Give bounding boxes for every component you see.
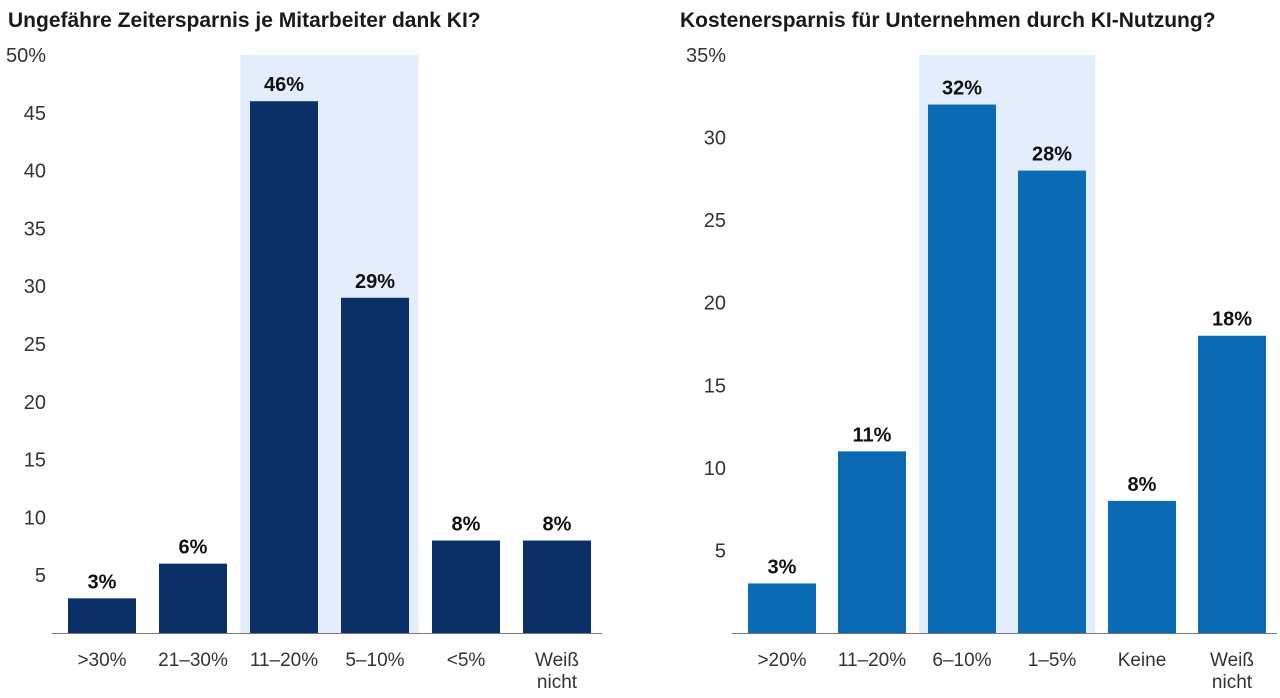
chart-1-bar: [250, 101, 318, 634]
chart-1-category-label: 5–10%: [345, 650, 404, 671]
chart-2-bar: [1108, 500, 1176, 633]
chart-2-bar: [928, 104, 996, 634]
chart-2-data-label: 3%: [768, 556, 797, 578]
chart-1-y-tick-label: 30: [24, 276, 46, 298]
chart-2-title: Kostenersparnis für Unternehmen durch KI…: [680, 9, 1216, 32]
chart-1-y-tick-label: 40: [24, 161, 46, 183]
chart-2-bar: [1018, 170, 1086, 633]
chart-1-y-tick-label: 50%: [6, 45, 46, 67]
chart-1-bar: [68, 598, 136, 633]
chart-2-data-label: 18%: [1212, 309, 1252, 331]
chart-1-y-tick-label: 35: [24, 218, 46, 240]
chart-1-data-label: 29%: [355, 271, 395, 293]
chart-2-data-label: 11%: [853, 424, 892, 446]
chart-1-bar: [159, 563, 227, 633]
chart-2-y-tick-label: 20: [704, 293, 726, 315]
chart-2-y-tick-label: 5: [715, 540, 726, 562]
chart-1-y-tick-label: 15: [24, 450, 46, 472]
chart-1-category-label: 11–20%: [250, 650, 318, 671]
chart-2-y-tick-label: 10: [704, 458, 726, 480]
chart-1-y-tick-label: 10: [24, 507, 46, 529]
chart-1-category-label: >30%: [77, 650, 126, 671]
chart-2-y-tick-label: 15: [704, 375, 726, 397]
chart-1-y-tick-label: 45: [24, 103, 46, 125]
chart-1-data-label: 8%: [543, 514, 572, 536]
chart-2-category-label: 6–10%: [932, 650, 991, 671]
chart-1-category-label: <5%: [447, 650, 486, 671]
chart-1-y-tick-label: 25: [24, 334, 46, 356]
chart-2-category-label: Keine: [1118, 650, 1167, 671]
chart-2-y-tick-label: 25: [704, 210, 726, 232]
chart-2-bar: [1198, 335, 1266, 633]
chart-1-data-label: 6%: [179, 537, 208, 559]
chart-1-bar: [432, 540, 500, 633]
chart-1-title: Ungefähre Zeitersparnis je Mitarbeiter d…: [8, 9, 481, 32]
chart-2-category-label: 11–20%: [838, 650, 906, 671]
chart-1-data-label: 46%: [264, 74, 304, 96]
chart-2-data-label: 32%: [942, 78, 982, 100]
chart-2-bar: [748, 583, 816, 633]
chart-2-data-label: 8%: [1128, 474, 1157, 496]
chart-1-y-tick-label: 5: [35, 565, 46, 587]
chart-1-data-label: 8%: [452, 514, 481, 536]
chart-1-category-label: Weiß: [535, 650, 579, 671]
chart-2-y-tick-label: 30: [704, 128, 726, 150]
chart-1-category-label: 21–30%: [158, 650, 228, 671]
chart-1-bar: [523, 540, 591, 633]
chart-1-data-label: 3%: [88, 571, 117, 593]
chart-2-bar: [838, 451, 906, 633]
chart-1-bar: [341, 297, 409, 633]
chart-2-category-label: >20%: [757, 650, 806, 671]
chart-2-y-tick-label: 35%: [686, 45, 726, 67]
chart-1-category-label: nicht: [537, 672, 578, 693]
chart-2-category-label: nicht: [1212, 672, 1253, 693]
chart-1-y-tick-label: 20: [24, 392, 46, 414]
chart-2-category-label: Weiß: [1210, 650, 1254, 671]
chart-2-data-label: 28%: [1032, 144, 1072, 166]
chart-2-category-label: 1–5%: [1028, 650, 1077, 671]
